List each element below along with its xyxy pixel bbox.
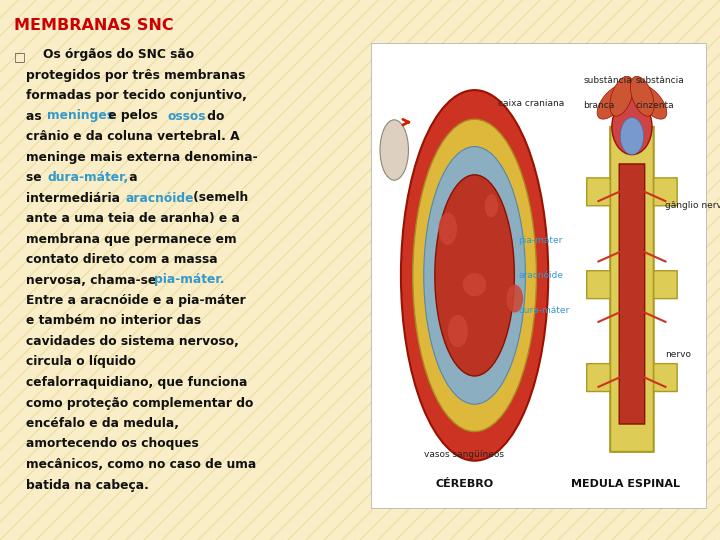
Ellipse shape bbox=[448, 315, 468, 347]
FancyBboxPatch shape bbox=[587, 178, 610, 206]
Text: a: a bbox=[125, 171, 138, 184]
Text: meninge mais externa denomina-: meninge mais externa denomina- bbox=[26, 151, 258, 164]
Text: e pelos: e pelos bbox=[104, 110, 162, 123]
Ellipse shape bbox=[631, 76, 654, 116]
FancyBboxPatch shape bbox=[587, 363, 610, 392]
Ellipse shape bbox=[380, 120, 408, 180]
Text: do: do bbox=[203, 110, 225, 123]
Text: intermediária: intermediária bbox=[26, 192, 125, 205]
Text: membrana que permanece em: membrana que permanece em bbox=[26, 233, 237, 246]
Text: gânglio nervoso: gânglio nervoso bbox=[665, 201, 720, 210]
FancyBboxPatch shape bbox=[654, 271, 677, 299]
Ellipse shape bbox=[612, 99, 652, 154]
Text: crânio e da coluna vertebral. A: crânio e da coluna vertebral. A bbox=[26, 130, 240, 143]
Text: MEDULA ESPINAL: MEDULA ESPINAL bbox=[571, 480, 680, 489]
Ellipse shape bbox=[413, 119, 536, 431]
Text: dura-máter,: dura-máter, bbox=[48, 171, 128, 184]
Ellipse shape bbox=[438, 213, 457, 245]
Text: ante a uma teia de aranha) e a: ante a uma teia de aranha) e a bbox=[26, 212, 240, 225]
Ellipse shape bbox=[636, 85, 667, 119]
Text: meninges: meninges bbox=[48, 110, 114, 123]
Text: ossos: ossos bbox=[168, 110, 206, 123]
FancyBboxPatch shape bbox=[587, 271, 610, 299]
Text: protegidos por três membranas: protegidos por três membranas bbox=[26, 69, 246, 82]
FancyBboxPatch shape bbox=[371, 43, 706, 508]
Ellipse shape bbox=[485, 194, 498, 217]
Text: as: as bbox=[26, 110, 46, 123]
Text: amortecendo os choques: amortecendo os choques bbox=[26, 437, 199, 450]
FancyBboxPatch shape bbox=[654, 178, 677, 206]
Text: encéfalo e da medula,: encéfalo e da medula, bbox=[26, 417, 179, 430]
Text: cinzenta: cinzenta bbox=[635, 102, 674, 110]
Text: Os órgãos do SNC são: Os órgãos do SNC são bbox=[26, 48, 194, 61]
Text: substância: substância bbox=[583, 76, 632, 85]
Text: caixa craniana: caixa craniana bbox=[498, 99, 564, 108]
Text: vasos sangüíneos: vasos sangüíneos bbox=[424, 450, 505, 458]
Ellipse shape bbox=[424, 146, 526, 404]
Ellipse shape bbox=[620, 118, 644, 154]
Ellipse shape bbox=[401, 90, 548, 461]
Text: branca: branca bbox=[583, 102, 615, 110]
Text: □: □ bbox=[14, 50, 26, 63]
Text: pia-máter: pia-máter bbox=[518, 236, 562, 245]
Text: nervo: nervo bbox=[665, 350, 691, 359]
FancyBboxPatch shape bbox=[654, 363, 677, 392]
Text: batida na cabeça.: batida na cabeça. bbox=[26, 478, 149, 491]
Text: aracnóide: aracnóide bbox=[125, 192, 194, 205]
Text: MEMBRANAS SNC: MEMBRANAS SNC bbox=[14, 18, 174, 33]
Text: e também no interior das: e também no interior das bbox=[26, 314, 201, 327]
Text: se: se bbox=[26, 171, 46, 184]
Text: cefalorraquidiano, que funciona: cefalorraquidiano, que funciona bbox=[26, 376, 248, 389]
Text: como proteção complementar do: como proteção complementar do bbox=[26, 396, 253, 409]
Text: contato direto com a massa: contato direto com a massa bbox=[26, 253, 217, 266]
Text: aracnóide: aracnóide bbox=[518, 271, 563, 280]
FancyBboxPatch shape bbox=[619, 164, 644, 424]
Ellipse shape bbox=[610, 76, 634, 116]
Text: CÉREBRO: CÉREBRO bbox=[436, 480, 494, 489]
Text: substância: substância bbox=[635, 76, 684, 85]
Text: Entre a aracnóide e a pia-máter: Entre a aracnóide e a pia-máter bbox=[26, 294, 246, 307]
Ellipse shape bbox=[435, 175, 514, 376]
Text: formadas por tecido conjuntivo,: formadas por tecido conjuntivo, bbox=[26, 89, 247, 102]
Text: cavidades do sistema nervoso,: cavidades do sistema nervoso, bbox=[26, 335, 239, 348]
FancyBboxPatch shape bbox=[610, 127, 654, 452]
Text: mecânicos, como no caso de uma: mecânicos, como no caso de uma bbox=[26, 458, 256, 471]
Text: nervosa, chama-se: nervosa, chama-se bbox=[26, 273, 161, 287]
Text: (semelh: (semelh bbox=[189, 192, 248, 205]
Text: pia-máter.: pia-máter. bbox=[153, 273, 224, 287]
Ellipse shape bbox=[463, 273, 486, 296]
Text: dura-máter: dura-máter bbox=[518, 306, 570, 315]
Text: circula o líquido: circula o líquido bbox=[26, 355, 136, 368]
Ellipse shape bbox=[597, 85, 628, 119]
Ellipse shape bbox=[506, 285, 523, 313]
